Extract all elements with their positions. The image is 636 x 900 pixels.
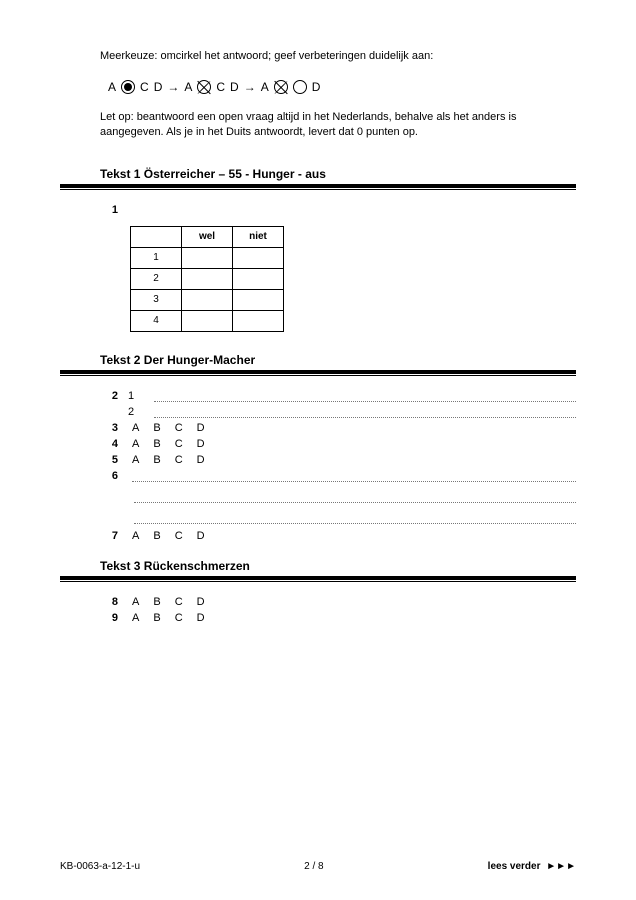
table-cell[interactable] <box>233 247 284 268</box>
mc-option[interactable]: C <box>175 596 183 608</box>
section-title: Tekst 3 Rückenschmerzen <box>60 556 576 576</box>
mc-option[interactable]: B <box>153 454 160 466</box>
mc-choices[interactable]: A B C D <box>132 438 205 450</box>
footer-center: 2 / 8 <box>304 861 323 872</box>
table-cell[interactable] <box>182 310 233 331</box>
page-footer: KB-0063-a-12-1-u 2 / 8 lees verder ►►► <box>60 861 576 872</box>
table-row-num: 3 <box>131 289 182 310</box>
question-number: 7 <box>100 530 118 542</box>
mc-option[interactable]: D <box>197 612 205 624</box>
mc-letter: D <box>312 80 321 94</box>
sub-number: 1 <box>128 390 140 402</box>
mc-letter: D <box>230 80 239 94</box>
mc-choices[interactable]: A B C D <box>132 530 205 542</box>
sub-number: 2 <box>128 406 140 418</box>
mc-letter: A <box>108 80 116 94</box>
mc-option[interactable]: C <box>175 438 183 450</box>
mc-option[interactable]: B <box>153 612 160 624</box>
section-header-1: Tekst 1 Österreicher – 55 - Hunger - aus <box>60 164 576 190</box>
intro-text: Meerkeuze: omcirkel het antwoord; geef v… <box>100 50 576 62</box>
answer-line[interactable] <box>154 390 576 402</box>
answer-line[interactable] <box>134 488 576 503</box>
mc-option[interactable]: A <box>132 530 139 542</box>
question-number: 4 <box>100 438 118 450</box>
question-number: 5 <box>100 454 118 466</box>
mc-option[interactable]: C <box>175 612 183 624</box>
mc-option[interactable]: A <box>132 422 139 434</box>
table-cell[interactable] <box>182 289 233 310</box>
bubble-crossed-icon <box>197 80 211 94</box>
bubble-crossed-icon <box>274 80 288 94</box>
table-cell[interactable] <box>233 289 284 310</box>
section-title: Tekst 1 Österreicher – 55 - Hunger - aus <box>60 164 576 184</box>
question-number: 1 <box>100 204 118 216</box>
mc-option[interactable]: D <box>197 422 205 434</box>
mc-option[interactable]: B <box>153 596 160 608</box>
mc-letter: D <box>154 80 163 94</box>
mc-option[interactable]: D <box>197 454 205 466</box>
mc-option[interactable]: A <box>132 596 139 608</box>
triangle-icon: ►►► <box>546 861 576 872</box>
section-header-3: Tekst 3 Rückenschmerzen <box>60 556 576 582</box>
table-cell[interactable] <box>182 268 233 289</box>
mc-option[interactable]: B <box>153 530 160 542</box>
mc-option[interactable]: A <box>132 438 139 450</box>
answer-line[interactable] <box>154 406 576 418</box>
mc-option[interactable]: A <box>132 454 139 466</box>
table-col-header: wel <box>182 226 233 247</box>
yes-no-table: wel niet 1 2 3 4 <box>130 226 284 332</box>
mc-option[interactable]: A <box>132 612 139 624</box>
question-number: 6 <box>100 470 118 482</box>
mc-option[interactable]: D <box>197 530 205 542</box>
section-title: Tekst 2 Der Hunger-Macher <box>60 350 576 370</box>
arrow-icon: → <box>167 80 179 94</box>
table-cell[interactable] <box>233 310 284 331</box>
mc-option[interactable]: D <box>197 596 205 608</box>
answer-line[interactable] <box>134 509 576 524</box>
mc-choices[interactable]: A B C D <box>132 596 205 608</box>
mc-option[interactable]: B <box>153 438 160 450</box>
mc-correction-examples: A C D → A C D → A D <box>108 80 576 94</box>
question-number: 2 <box>100 390 118 402</box>
continue-text: lees verder <box>488 861 541 872</box>
mc-choices[interactable]: A B C D <box>132 612 205 624</box>
table-row-num: 2 <box>131 268 182 289</box>
mc-letter: C <box>216 80 225 94</box>
footer-right: lees verder ►►► <box>488 861 576 872</box>
instruction-note: Let op: beantwoord een open vraag altijd… <box>100 110 576 140</box>
table-cell[interactable] <box>233 268 284 289</box>
table-cell[interactable] <box>182 247 233 268</box>
mc-choices[interactable]: A B C D <box>132 422 205 434</box>
mc-option[interactable]: B <box>153 422 160 434</box>
bubble-filled-icon <box>121 80 135 94</box>
question-number: 3 <box>100 422 118 434</box>
section-header-2: Tekst 2 Der Hunger-Macher <box>60 350 576 376</box>
question-number: 8 <box>100 596 118 608</box>
bubble-empty-icon <box>293 80 307 94</box>
mc-letter: C <box>140 80 149 94</box>
arrow-icon: → <box>244 80 256 94</box>
table-col-header: niet <box>233 226 284 247</box>
mc-choices[interactable]: A B C D <box>132 454 205 466</box>
mc-letter: A <box>261 80 269 94</box>
question-number: 9 <box>100 612 118 624</box>
mc-option[interactable]: C <box>175 454 183 466</box>
mc-option[interactable]: D <box>197 438 205 450</box>
mc-option[interactable]: C <box>175 530 183 542</box>
table-row-num: 4 <box>131 310 182 331</box>
footer-left: KB-0063-a-12-1-u <box>60 861 140 872</box>
mc-letter: A <box>184 80 192 94</box>
mc-option[interactable]: C <box>175 422 183 434</box>
table-row-num: 1 <box>131 247 182 268</box>
answer-line[interactable] <box>132 470 576 482</box>
